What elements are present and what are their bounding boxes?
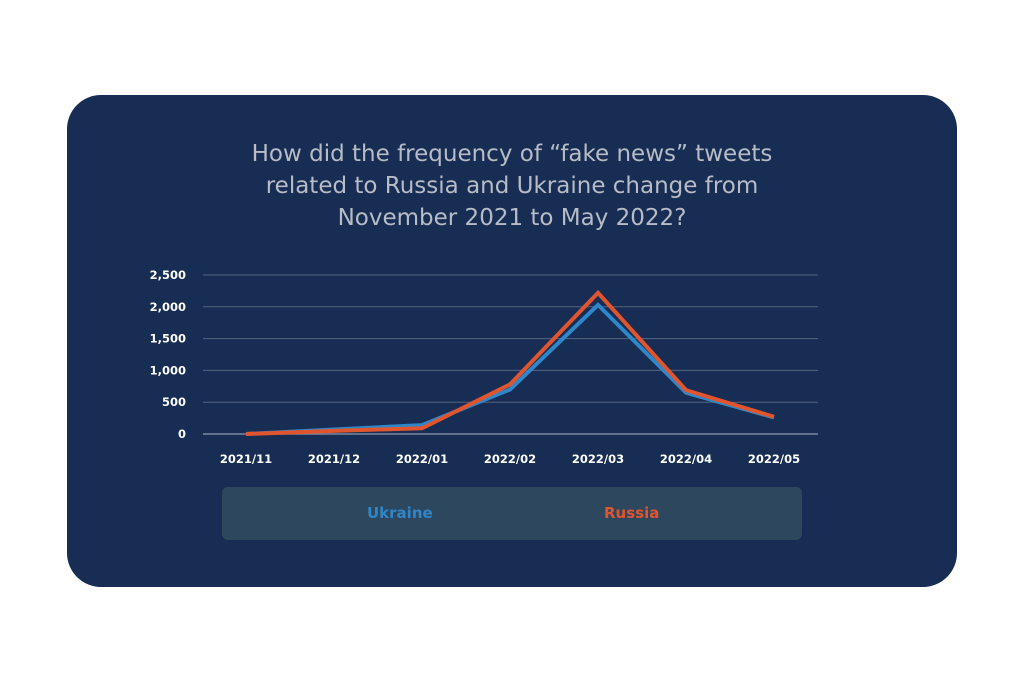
x-tick-label: 2022/02 <box>484 452 536 466</box>
x-tick-label: 2021/12 <box>308 452 360 466</box>
chart-legend: Ukraine Russia <box>222 487 802 540</box>
y-tick-label: 500 <box>162 395 186 409</box>
y-tick-label: 2,500 <box>150 268 186 282</box>
x-tick-label: 2022/03 <box>572 452 624 466</box>
y-tick-label: 1,500 <box>150 332 186 346</box>
x-tick-label: 2021/11 <box>220 452 272 466</box>
chart-title-line: How did the frequency of “fake news” twe… <box>251 141 773 167</box>
x-tick-label: 2022/01 <box>396 452 448 466</box>
legend-item-ukraine: Ukraine <box>367 504 433 522</box>
x-tick-label: 2022/04 <box>660 452 712 466</box>
series-line-ukraine <box>245 302 775 436</box>
y-tick-label: 1,000 <box>150 363 186 377</box>
x-tick-label: 2022/05 <box>748 452 800 466</box>
legend-item-russia: Russia <box>604 504 660 522</box>
y-tick-label: 2,000 <box>150 300 186 314</box>
chart-title-line: November 2021 to May 2022? <box>337 205 687 231</box>
y-tick-label: 0 <box>178 427 186 441</box>
series-line-russia <box>245 289 775 436</box>
chart-title: How did the frequency of “fake news” twe… <box>0 138 1024 234</box>
chart-title-line: related to Russia and Ukraine change fro… <box>265 173 759 199</box>
